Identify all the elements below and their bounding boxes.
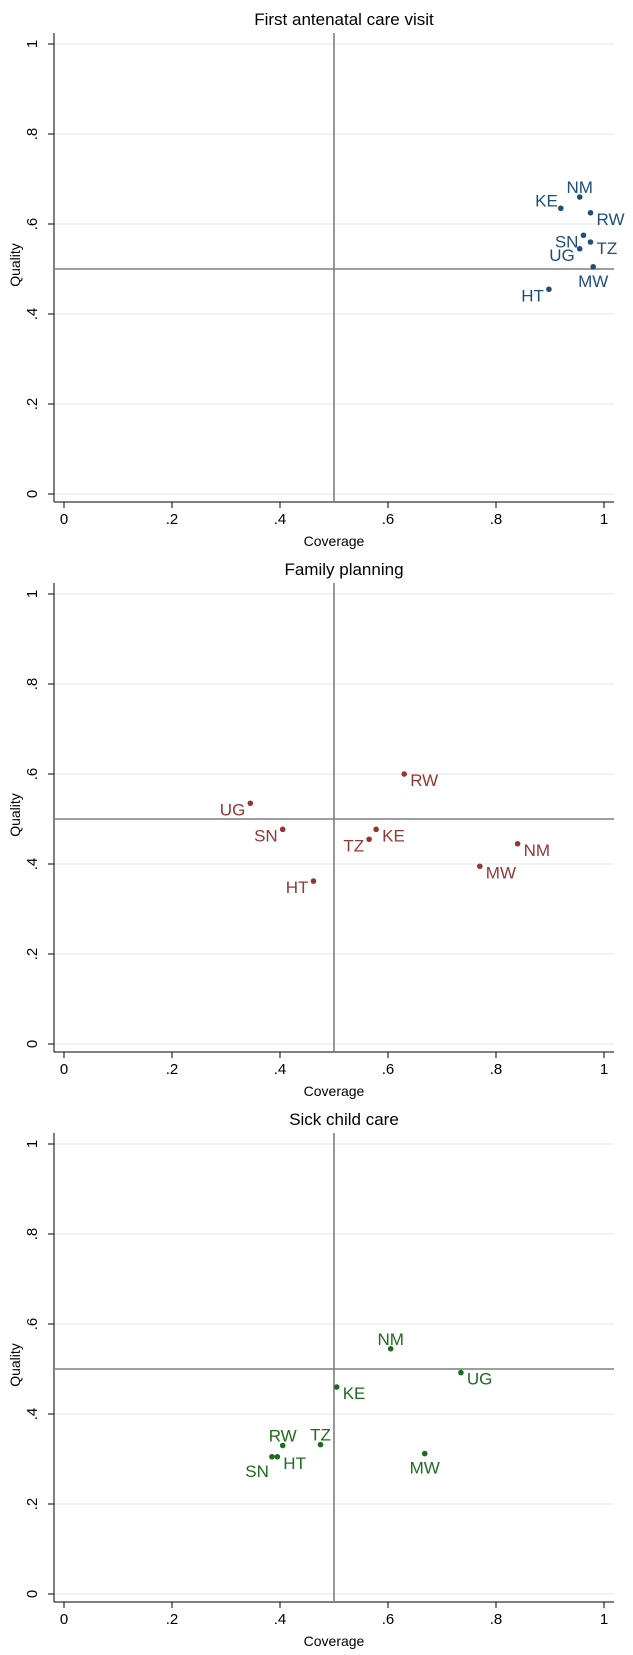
point-label-rw: RW [597, 210, 625, 229]
point-label-mw: MW [578, 272, 608, 291]
point-label-ht: HT [521, 286, 544, 305]
y-axis-title: Quality [7, 243, 23, 287]
scatter-point-mw [477, 863, 483, 870]
scatter-point-ug [576, 245, 583, 252]
scatter-point-ht [546, 286, 552, 293]
x-tick-label: 1 [600, 511, 608, 528]
x-axis-title: Coverage [304, 1633, 365, 1649]
scatter-point-nm [514, 840, 521, 847]
point-label-nm: NM [524, 841, 550, 860]
scatter-point-ug [458, 1369, 464, 1376]
point-label-ke: KE [535, 191, 558, 210]
y-tick-label: .8 [24, 678, 41, 691]
x-tick-label: .4 [274, 511, 287, 528]
point-label-rw: RW [269, 1427, 297, 1446]
y-tick-label: 0 [24, 490, 41, 498]
x-tick-label: 1 [600, 1061, 608, 1078]
chart-title: Family planning [284, 560, 403, 579]
point-label-tz: TZ [597, 239, 618, 258]
point-label-sn: SN [254, 826, 278, 845]
x-tick-label: .2 [166, 511, 179, 528]
scatter-panel-3: Sick child care 0 .2 .4 .6 .8 1 0 .2 .4 .6 .8 1 Cover… [7, 1110, 614, 1649]
x-tick-label: 1 [600, 1611, 608, 1628]
scatter-point-nm [387, 1345, 394, 1352]
scatter-point-sn [269, 1453, 275, 1460]
x-tick-label: .8 [490, 1061, 503, 1078]
scatter-point-ke [558, 205, 564, 212]
scatter-point-rw [279, 1442, 286, 1449]
scatter-point-sn [279, 826, 286, 833]
point-label-ke: KE [382, 826, 405, 845]
y-tick-label: 1 [24, 590, 41, 598]
y-tick-label: .6 [24, 768, 41, 781]
x-tick-label: .2 [166, 1061, 179, 1078]
scatter-point-mw [590, 263, 596, 270]
scatter-point-tz [366, 836, 372, 843]
y-tick-label: .4 [24, 1408, 41, 1421]
y-tick-label: .6 [24, 1318, 41, 1331]
point-label-tz: TZ [343, 836, 364, 855]
x-tick-label: .6 [382, 511, 395, 528]
point-label-ht: HT [283, 1454, 306, 1473]
y-tick-label: .6 [24, 218, 41, 231]
point-label-ug: UG [220, 800, 246, 819]
point-label-sn: SN [245, 1462, 269, 1481]
point-label-rw: RW [410, 771, 438, 790]
point-label-nm: NM [566, 178, 592, 197]
x-tick-label: .4 [274, 1611, 287, 1628]
scatter-point-rw [401, 771, 408, 777]
scatter-point-nm [576, 194, 583, 200]
x-tick-label: .8 [490, 511, 503, 528]
scatter-point-tz [317, 1441, 324, 1448]
y-tick-label: .4 [24, 858, 41, 871]
point-label-mw: MW [410, 1459, 440, 1478]
x-tick-label: .8 [490, 1611, 503, 1628]
scatter-point-tz [587, 239, 594, 245]
y-tick-label: .8 [24, 1228, 41, 1241]
x-tick-label: .2 [166, 1611, 179, 1628]
point-label-ke: KE [343, 1384, 366, 1403]
x-tick-label: 0 [60, 1061, 68, 1078]
chart-title: Sick child care [289, 1110, 399, 1129]
point-label-ht: HT [286, 878, 309, 897]
scatter-panel-1: First antenatal care visit 0 .2 .4 .6 .8 1 0 .2.… [7, 10, 625, 549]
point-label-tz: TZ [310, 1426, 331, 1445]
scatter-point-ht [310, 878, 317, 884]
x-tick-label: 0 [60, 511, 68, 528]
y-tick-label: .2 [24, 398, 41, 411]
scatter-point-rw [587, 209, 594, 216]
y-tick-label: .2 [24, 948, 41, 961]
scatter-point-sn [580, 232, 587, 239]
chart-title: First antenatal care visit [254, 10, 434, 29]
y-tick-label: .4 [24, 308, 41, 321]
x-tick-label: .4 [274, 1061, 287, 1078]
y-tick-label: .2 [24, 1498, 41, 1511]
scatter-point-mw [421, 1450, 428, 1457]
scatter-point-ke [333, 1384, 340, 1390]
x-tick-label: .6 [382, 1611, 395, 1628]
scatter-point-ht [274, 1453, 281, 1460]
y-axis-title: Quality [7, 793, 23, 837]
scatter-point-ke [373, 826, 379, 833]
scatter-point-ug [247, 800, 254, 807]
point-label-mw: MW [486, 863, 516, 882]
y-tick-label: 1 [24, 1140, 41, 1148]
scatter-panel-2: Family planning 0 .2 .4 .6 .8 1 0 .2 .4 .6 .8 1 Cover… [7, 560, 614, 1099]
y-tick-label: 0 [24, 1590, 41, 1598]
x-tick-label: .6 [382, 1061, 395, 1078]
point-label-ug: UG [467, 1370, 493, 1389]
point-label-sn: SN [555, 232, 579, 251]
x-axis-title: Coverage [304, 533, 365, 549]
point-label-nm: NM [377, 1330, 403, 1349]
y-tick-label: 0 [24, 1040, 41, 1048]
x-axis-title: Coverage [304, 1083, 365, 1099]
point-label-ug: UG [549, 246, 575, 265]
x-tick-label: 0 [60, 1611, 68, 1628]
y-tick-label: 1 [24, 40, 41, 48]
y-tick-label: .8 [24, 128, 41, 141]
y-axis-title: Quality [7, 1343, 23, 1387]
